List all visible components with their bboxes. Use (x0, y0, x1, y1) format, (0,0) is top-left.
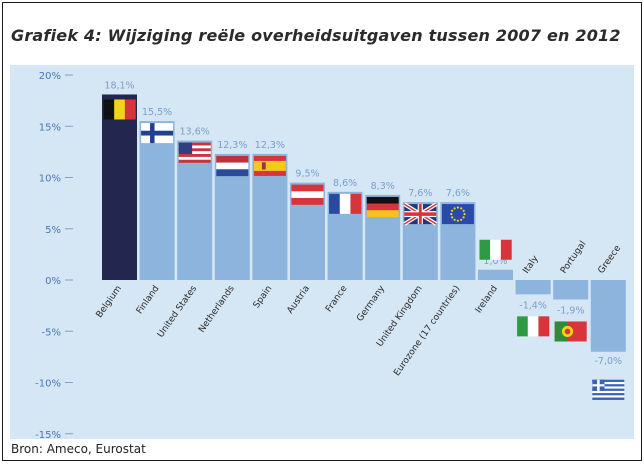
greece-flag (592, 379, 625, 400)
italy-flag (517, 316, 550, 337)
x-tick-label: United States (156, 284, 199, 340)
italy-flag (479, 239, 512, 260)
data-label: 8,6% (333, 178, 357, 189)
belgium-flag (103, 99, 136, 120)
netherlands-flag (216, 155, 249, 177)
usa-flag (178, 142, 211, 163)
x-tick-label: Greece (597, 243, 624, 275)
data-label: 15,5% (142, 107, 172, 118)
y-tick-label: -5% (42, 327, 61, 338)
eu-flag (441, 204, 474, 225)
y-tick-label: 10% (39, 174, 61, 185)
x-tick-label: Austria (286, 284, 312, 316)
data-label: 7,6% (408, 188, 432, 199)
x-tick-label: Portugal (559, 239, 589, 275)
chart-title: Grafiek 4: Wijziging reële overheidsuitg… (11, 26, 621, 45)
bar-belgium (102, 94, 137, 280)
bar-italy (515, 280, 551, 295)
uk-flag (403, 202, 438, 226)
data-label: -1,9% (557, 305, 585, 316)
x-tick-label: Germany (355, 283, 387, 323)
data-label: -7,0% (595, 356, 623, 367)
portugal-flag (554, 321, 587, 342)
source-note: Bron: Ameco, Eurostat (11, 442, 146, 456)
y-tick-label: -15% (35, 430, 61, 441)
x-tick-label: Spain (252, 284, 275, 310)
bar-ireland (478, 269, 513, 280)
x-tick-label: Belgium (95, 284, 124, 320)
data-label: 13,6% (180, 127, 210, 138)
bar-united-states (177, 140, 213, 280)
data-label: 1,0% (483, 256, 507, 267)
austria-flag (291, 184, 324, 205)
x-tick-label: Eurozone (17 countries) (392, 284, 462, 378)
spain-flag (253, 155, 286, 176)
data-label: 12,3% (217, 140, 247, 151)
y-tick-label: 0% (45, 276, 61, 287)
bar-finland (139, 121, 175, 280)
bar-portugal (553, 280, 589, 300)
data-label: 7,6% (446, 188, 470, 199)
x-tick-label: Finland (135, 284, 162, 316)
x-tick-label: Netherlands (197, 284, 237, 335)
france-flag (329, 193, 362, 214)
data-label: 12,3% (255, 140, 285, 151)
data-label: 8,3% (371, 181, 395, 192)
data-label: -1,4% (519, 300, 547, 311)
germany-flag (366, 196, 399, 218)
y-tick-label: 5% (45, 225, 61, 236)
x-tick-label: Italy (521, 253, 541, 275)
y-tick-label: -10% (35, 379, 61, 390)
bar-greece (590, 280, 626, 352)
data-label: 9,5% (295, 169, 319, 180)
y-tick-label: 20% (39, 71, 61, 82)
x-tick-label: France (324, 284, 350, 315)
bar-chart: -15% -10% -5% 0% 5% 10% 15% 20% 18,1% Belgium 15,5… (35, 71, 626, 441)
finland-flag (141, 123, 174, 144)
data-label: 18,1% (104, 80, 134, 91)
y-tick-label: 15% (39, 122, 61, 133)
x-tick-label: Ireland (474, 284, 500, 315)
